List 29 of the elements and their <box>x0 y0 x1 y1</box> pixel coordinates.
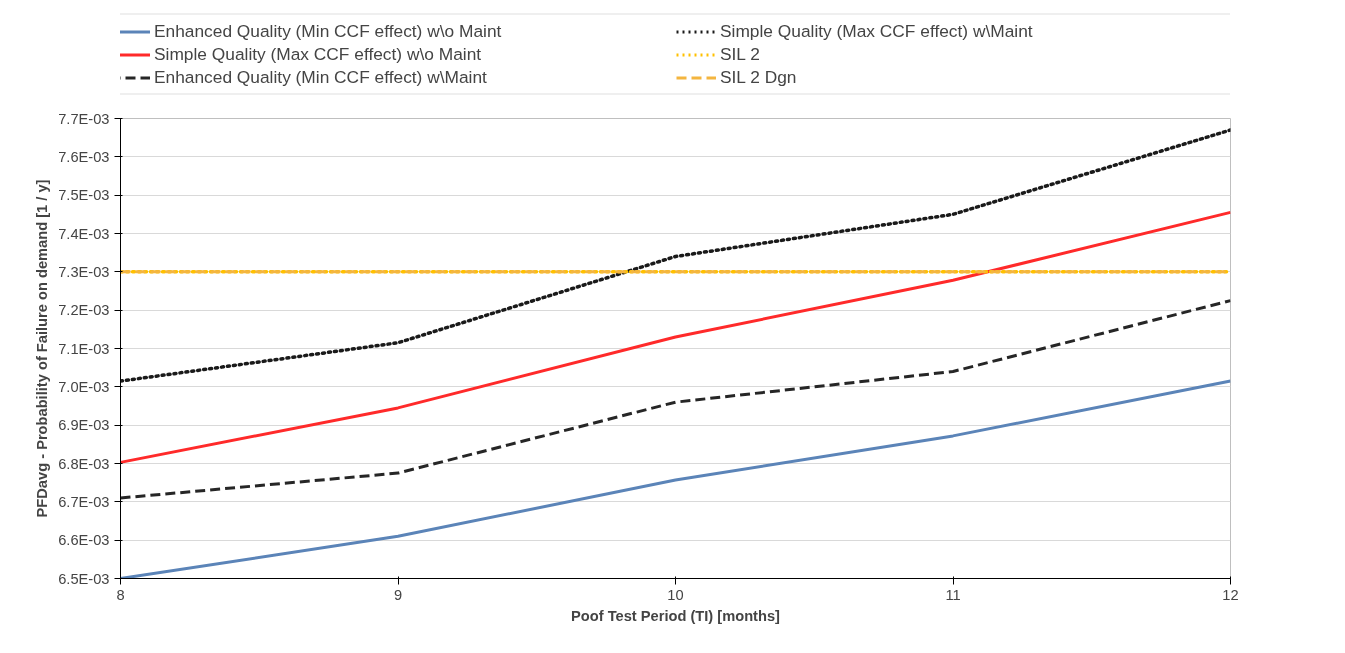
y-tick-label: 6.5E-03 <box>58 570 110 587</box>
y-tick-label: 6.6E-03 <box>58 532 110 549</box>
y-tick-label: 7.6E-03 <box>58 148 110 165</box>
y-tick-label: 7.2E-03 <box>58 302 110 319</box>
legend-label: SIL 2 Dgn <box>720 66 798 88</box>
y-tick-label: 7.0E-03 <box>58 378 110 395</box>
y-axis-title: PFDavg - Probability of Failure on demand [1 / y] <box>34 179 51 518</box>
x-tick-label: 9 <box>393 586 403 603</box>
x-axis-title: Poof Test Period (TI) [months] <box>571 607 781 624</box>
y-tick-label: 7.4E-03 <box>58 225 110 242</box>
line-series <box>120 299 1231 500</box>
x-tick-label: 11 <box>945 586 961 603</box>
y-tick-label: 7.1E-03 <box>58 340 110 357</box>
legend-label: Simple Quality (Max CCF effect) w\o Maint <box>154 43 483 65</box>
legend-label: SIL 2 <box>720 43 761 65</box>
y-tick-label: 6.9E-03 <box>58 417 110 434</box>
line-series <box>120 210 1231 464</box>
line-series <box>120 128 1231 383</box>
y-tick-label: 7.3E-03 <box>58 263 110 280</box>
y-tick-label: 6.7E-03 <box>58 493 110 510</box>
legend-label: Simple Quality (Max CCF effect) w\Maint <box>720 20 1034 42</box>
y-tick-label: 6.8E-03 <box>58 455 110 472</box>
x-tick-label: 8 <box>116 586 125 603</box>
x-tick-label: 12 <box>1222 586 1239 603</box>
y-tick-label: 7.5E-03 <box>58 187 110 204</box>
legend-label: Enhanced Quality (Min CCF effect) w\Maint <box>154 66 488 88</box>
x-tick-label: 10 <box>667 586 684 603</box>
legend-label: Enhanced Quality (Min CCF effect) w\o Maint <box>154 20 503 42</box>
y-tick-label: 7.7E-03 <box>58 110 110 127</box>
